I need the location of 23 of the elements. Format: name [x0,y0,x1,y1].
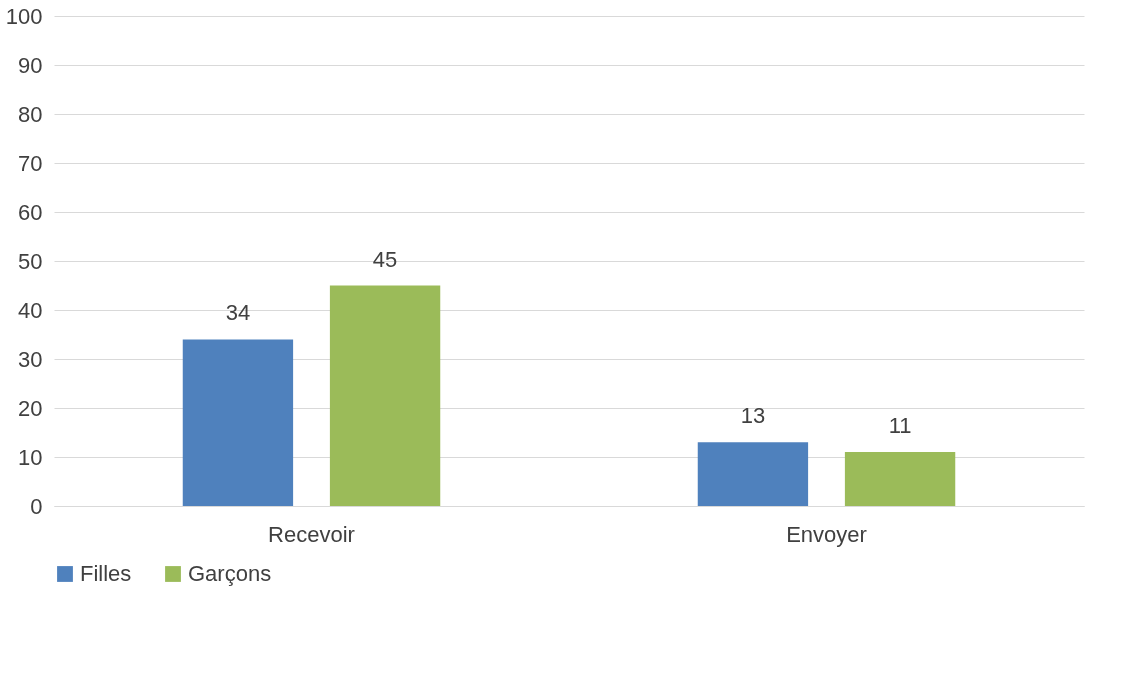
legend-label: Garçons [188,561,272,586]
bar [697,442,809,506]
y-tick-label: 20 [18,395,43,421]
legend-label: Filles [80,561,132,586]
y-tick-label: 60 [18,199,43,225]
y-tick-label: 70 [18,150,43,176]
y-tick-label: 100 [5,3,43,29]
x-tick-label: Recevoir [268,521,355,547]
bar [182,339,294,506]
y-tick-label: 10 [18,444,43,470]
bar [329,285,441,506]
y-tick-label: 30 [18,346,43,372]
data-label: 11 [888,413,912,439]
x-tick-label: Envoyer [786,521,867,547]
data-label: 34 [225,300,251,326]
y-tick-label: 90 [18,52,43,78]
data-label: 13 [740,403,766,429]
y-tick-label: 0 [30,493,43,519]
y-tick-label: 50 [18,248,43,274]
data-label: 45 [372,246,398,272]
y-tick-label: 80 [18,101,43,127]
y-tick-label: 40 [18,297,43,323]
bar [844,452,956,506]
